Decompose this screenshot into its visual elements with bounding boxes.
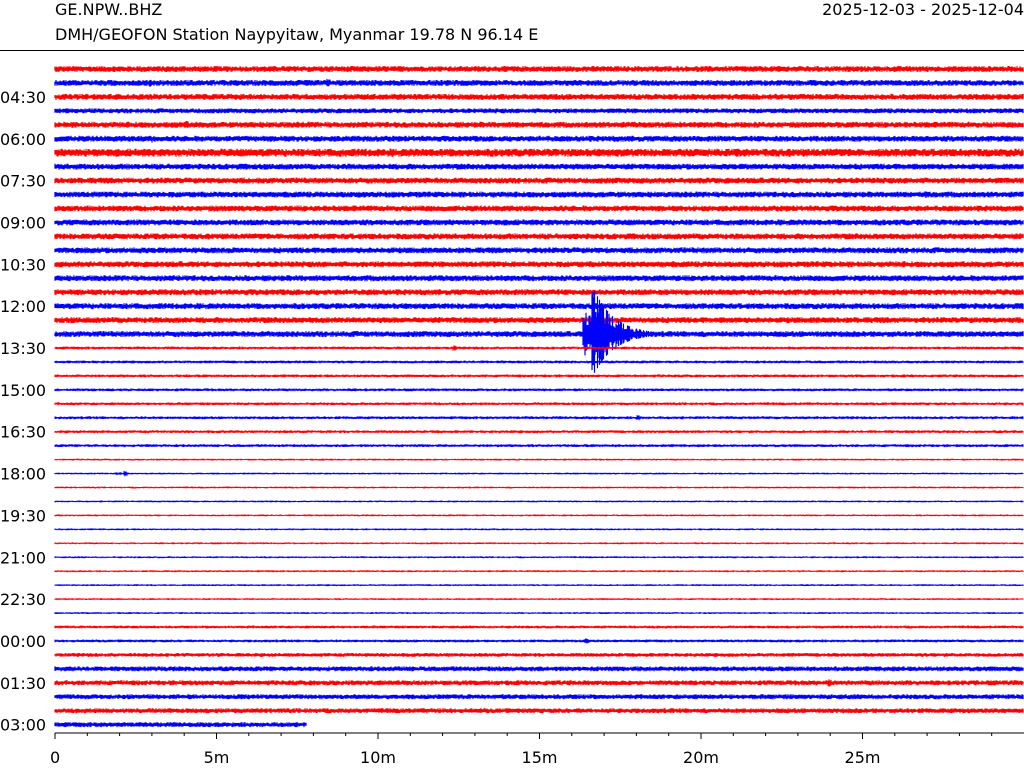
header-divider xyxy=(0,50,1024,51)
seismic-trace xyxy=(54,317,1024,324)
seismic-trace xyxy=(54,528,1024,531)
seismic-trace xyxy=(54,625,1024,629)
seismic-trace xyxy=(54,500,1024,503)
seismic-trace xyxy=(54,66,1024,72)
y-tick-label: 04:30 xyxy=(0,88,46,107)
y-tick-label: 16:30 xyxy=(0,423,46,442)
seismic-trace xyxy=(54,261,1024,268)
y-tick-label: 03:00 xyxy=(0,716,46,735)
y-tick-label: 06:00 xyxy=(0,130,46,149)
y-tick-label: 01:30 xyxy=(0,674,46,693)
seismic-trace xyxy=(54,275,1024,282)
date-range: 2025-12-03 - 2025-12-04 xyxy=(822,0,1024,19)
seismic-trace xyxy=(54,93,1024,100)
seismic-trace xyxy=(54,444,1024,448)
seismic-trace xyxy=(54,584,1024,587)
seismic-trace xyxy=(54,638,1024,644)
x-tick-label: 5m xyxy=(204,748,230,767)
x-tick-label: 20m xyxy=(683,748,719,767)
y-tick-label: 09:00 xyxy=(0,213,46,232)
seismic-trace xyxy=(54,177,1024,184)
x-tick-label: 10m xyxy=(360,748,396,767)
seismic-trace xyxy=(54,163,1024,170)
seismic-trace xyxy=(54,556,1024,559)
x-tick-label: 0 xyxy=(50,748,60,767)
seismic-trace xyxy=(54,458,1024,461)
station-code: GE.NPW..BHZ xyxy=(55,0,163,19)
seismic-trace xyxy=(54,722,307,728)
seismic-trace xyxy=(54,612,1024,614)
y-axis: 04:30 06:00 07:30 09:00 10:30 12:00 13:30 15:00… xyxy=(0,88,46,735)
seismic-trace xyxy=(54,360,1024,364)
seismic-trace xyxy=(54,191,1024,198)
x-tick-label: 25m xyxy=(845,748,881,767)
y-tick-label: 13:30 xyxy=(0,339,46,358)
seismic-trace xyxy=(54,345,1024,351)
seismic-trace xyxy=(54,402,1024,406)
seismic-trace xyxy=(54,135,1024,143)
y-tick-label: 19:30 xyxy=(0,506,46,525)
seismic-trace xyxy=(54,247,1024,254)
seismic-trace xyxy=(54,291,1024,373)
y-tick-label: 00:00 xyxy=(0,632,46,651)
seismic-trace xyxy=(54,694,1024,700)
seismic-trace xyxy=(54,289,1024,296)
seismic-trace xyxy=(54,708,1024,714)
seismic-trace xyxy=(54,570,1024,573)
seismic-trace xyxy=(54,415,1024,421)
seismic-trace xyxy=(54,121,1024,128)
seismic-trace xyxy=(54,148,1024,157)
seismic-trace xyxy=(54,470,1024,477)
seismic-trace xyxy=(54,542,1024,545)
x-axis: 0 5m 10m 15m 20m 25m xyxy=(50,732,1024,767)
seismic-trace xyxy=(54,108,1024,114)
y-tick-label: 12:00 xyxy=(0,297,46,316)
y-tick-label: 10:30 xyxy=(0,255,46,274)
seismic-trace xyxy=(54,652,1024,657)
y-tick-label: 07:30 xyxy=(0,172,46,191)
x-tick-label: 15m xyxy=(522,748,558,767)
y-tick-label: 15:00 xyxy=(0,381,46,400)
seismic-trace xyxy=(54,219,1024,226)
y-tick-label: 21:00 xyxy=(0,548,46,567)
seismic-trace xyxy=(54,430,1024,434)
y-tick-label: 18:00 xyxy=(0,465,46,484)
seismic-trace xyxy=(54,303,1024,310)
seismic-trace xyxy=(54,388,1024,392)
seismic-trace xyxy=(54,598,1024,601)
seismic-traces xyxy=(54,66,1024,728)
seismic-trace xyxy=(54,205,1024,212)
y-tick-label: 22:30 xyxy=(0,590,46,609)
seismic-trace xyxy=(54,79,1024,87)
seismic-trace xyxy=(54,514,1024,517)
seismic-trace xyxy=(54,374,1024,378)
seismic-trace xyxy=(54,666,1024,672)
seismic-trace xyxy=(54,679,1024,687)
seismic-trace xyxy=(54,233,1024,240)
seismic-trace xyxy=(54,486,1024,489)
station-description: DMH/GEOFON Station Naypyitaw, Myanmar 19… xyxy=(55,25,539,44)
